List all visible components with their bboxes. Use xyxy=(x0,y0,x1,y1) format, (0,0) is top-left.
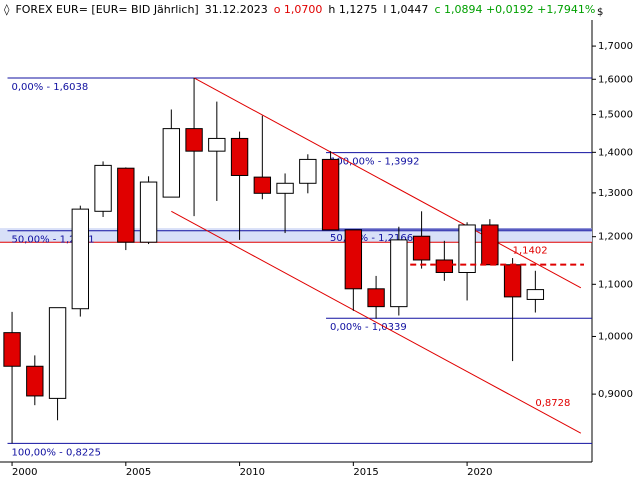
y-tick-label: 1,0000 xyxy=(598,331,633,342)
price-label: 1,1402 xyxy=(513,246,548,257)
candle-body xyxy=(526,289,545,300)
price-label: 0,8728 xyxy=(535,398,570,409)
x-tick-label: 2000 xyxy=(12,467,37,478)
candle-body xyxy=(162,128,181,198)
y-tick-label: 0,9000 xyxy=(598,389,633,400)
y-tick-label: 1,1000 xyxy=(598,279,633,290)
y-tick-label: 1,7000 xyxy=(598,41,633,52)
y-tick-label: 1,2000 xyxy=(598,232,633,243)
candle-body xyxy=(48,307,67,399)
candle-body xyxy=(3,332,21,367)
header: ◊ FOREX EUR= [EUR= BID Jährlich] 31.12.202… xyxy=(0,0,601,20)
x-tick-label: 2015 xyxy=(353,467,378,478)
candle-body xyxy=(390,239,408,308)
candle-body xyxy=(185,128,203,152)
fib-label: 50,00% - 1,2166 xyxy=(330,233,413,244)
x-tick-label: 2005 xyxy=(126,467,151,478)
candle-body xyxy=(481,224,499,266)
candle-body xyxy=(412,235,431,261)
candle-body xyxy=(458,224,476,273)
fib-label: 100,00% - 0,8225 xyxy=(12,447,101,458)
candle-body xyxy=(26,365,44,397)
candle-body xyxy=(208,137,226,152)
candle-body xyxy=(94,164,112,212)
candle-body xyxy=(276,182,294,194)
y-tick-label: 1,3000 xyxy=(598,188,633,199)
fib-label: 0,00% - 1,0339 xyxy=(330,322,407,333)
candle-body xyxy=(367,288,385,308)
close: c 1,0894 +0,0192 +1,7941% xyxy=(434,3,596,16)
currency: $ xyxy=(597,7,603,18)
icon: ◊ xyxy=(4,3,10,16)
x-tick-label: 2010 xyxy=(240,467,265,478)
high: h 1,1275 xyxy=(328,3,378,16)
candle-body xyxy=(503,264,522,298)
y-tick-label: 1,6000 xyxy=(598,74,633,85)
candle-body xyxy=(139,181,158,243)
y-tick-label: 1,4000 xyxy=(598,147,633,158)
candle-body xyxy=(117,167,135,243)
candle-body xyxy=(253,176,272,194)
symbol: FOREX EUR= [EUR= BID Jährlich] xyxy=(15,3,199,16)
candle-body xyxy=(230,137,249,176)
fib-label: 100,00% - 1,3992 xyxy=(330,157,419,168)
candle-body xyxy=(344,229,363,290)
y-tick-label: 1,5000 xyxy=(598,110,633,121)
x-tick-label: 2020 xyxy=(467,467,492,478)
low: l 1,0447 xyxy=(383,3,429,16)
open: o 1,0700 xyxy=(273,3,323,16)
candle-body xyxy=(435,259,454,273)
fib-label: 0,00% - 1,6038 xyxy=(12,82,89,93)
trend-line xyxy=(193,77,582,289)
candle-body xyxy=(299,158,317,184)
candle-body xyxy=(321,158,340,231)
fib-label: 50,00% - 1,2131 xyxy=(12,235,95,246)
date: 31.12.2023 xyxy=(204,3,268,16)
candle-body xyxy=(71,208,90,310)
trend-line xyxy=(171,210,582,434)
